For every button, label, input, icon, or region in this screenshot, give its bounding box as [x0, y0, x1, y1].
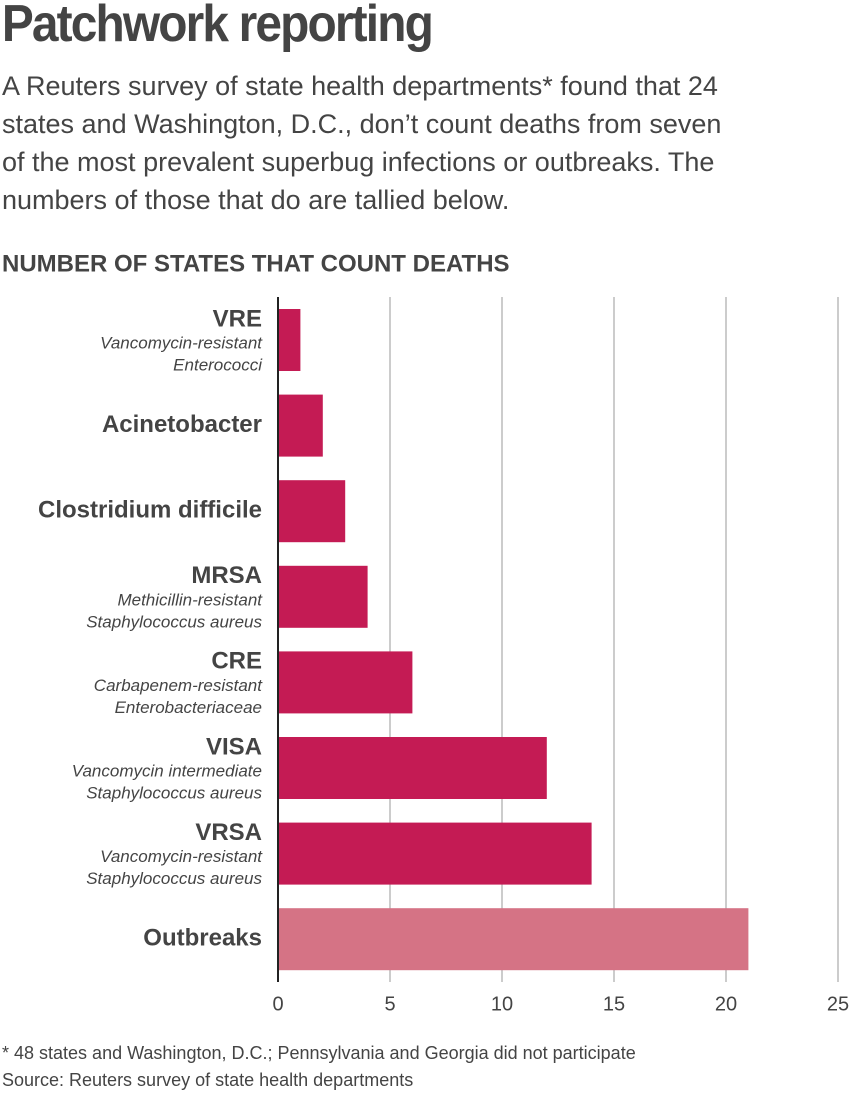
x-tick-label: 5	[384, 993, 395, 1015]
x-tick-label: 20	[715, 993, 737, 1015]
category-description: Staphylococcus aureus	[86, 869, 262, 888]
footnote: * 48 states and Washington, D.C.; Pennsy…	[2, 1043, 636, 1063]
category-label: VISA	[206, 733, 262, 760]
chart-title: Patchwork reporting	[2, 0, 432, 52]
bar	[278, 394, 323, 457]
category-description: Enterococci	[173, 355, 263, 374]
x-tick-label: 0	[272, 993, 283, 1015]
category-description: Staphylococcus aureus	[86, 783, 262, 802]
category-description: Vancomycin-resistant	[100, 333, 263, 352]
bar	[278, 480, 346, 543]
subtitle: states and Washington, D.C., don’t count…	[2, 109, 721, 139]
category-description: Carbapenem-resistant	[94, 676, 263, 695]
x-tick-label: 25	[827, 993, 849, 1015]
x-tick-label: 15	[603, 993, 625, 1015]
axis-title: NUMBER OF STATES THAT COUNT DEATHS	[2, 250, 510, 277]
category-label: Outbreaks	[143, 925, 262, 952]
category-description: Methicillin-resistant	[117, 590, 263, 609]
footnote: Source: Reuters survey of state health d…	[2, 1070, 413, 1090]
subtitle: of the most prevalent superbug infection…	[2, 147, 714, 177]
category-description: Vancomycin intermediate	[72, 761, 262, 780]
category-description: Vancomycin-resistant	[100, 847, 263, 866]
category-label: VRSA	[195, 819, 262, 846]
bar	[278, 565, 368, 628]
category-label: MRSA	[191, 562, 262, 589]
subtitle: A Reuters survey of state health departm…	[2, 71, 718, 101]
category-label: VRE	[213, 305, 262, 332]
x-tick-label: 10	[491, 993, 513, 1015]
bar	[278, 737, 547, 799]
category-label: Acinetobacter	[102, 411, 262, 438]
category-description: Enterobacteriaceae	[115, 698, 262, 717]
bar	[278, 651, 413, 714]
bar	[278, 908, 749, 971]
category-label: CRE	[211, 648, 262, 675]
category-label: Clostridium difficile	[38, 497, 262, 524]
bar	[278, 309, 301, 371]
subtitle: numbers of those that do are tallied bel…	[2, 185, 509, 215]
bar	[278, 822, 592, 885]
category-description: Staphylococcus aureus	[86, 612, 262, 631]
